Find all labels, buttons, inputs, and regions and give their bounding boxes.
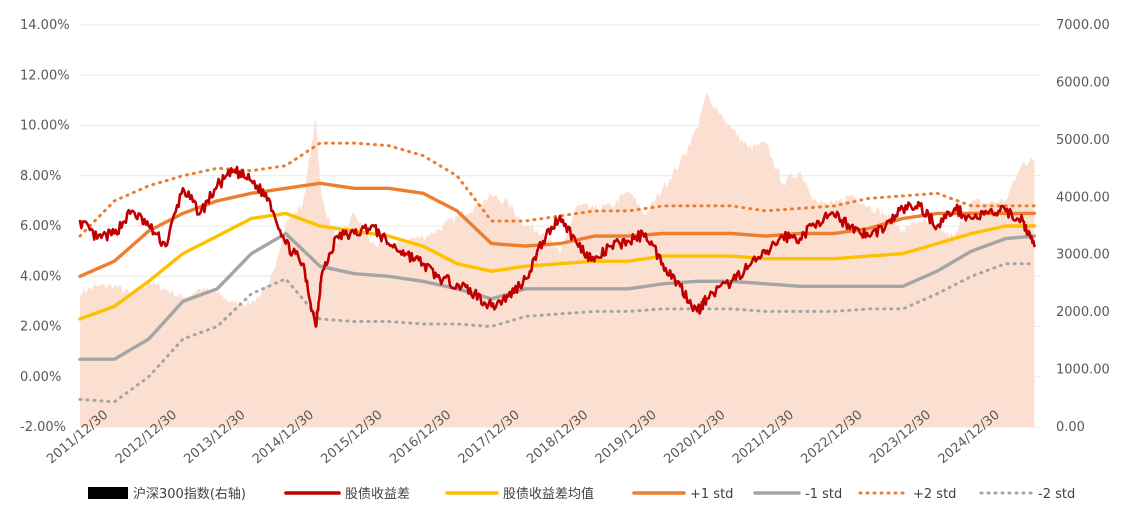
- left-tick-label: 4.00%: [20, 269, 61, 284]
- right-tick-label: 7000.00: [1056, 18, 1110, 33]
- left-tick-label: 10.00%: [20, 119, 70, 134]
- series-line-spread: [78, 165, 1036, 328]
- right-tick-label: 1000.00: [1056, 363, 1110, 378]
- legend-label-spread: 股债收益差: [345, 487, 410, 502]
- x-tick-label: 2011/12/30: [44, 407, 111, 467]
- left-tick-label: 14.00%: [20, 18, 70, 33]
- legend-label-plus2: +2 std: [913, 487, 956, 502]
- right-tick-label: 0.00: [1056, 420, 1085, 435]
- series-line-minus2: [78, 262, 1036, 404]
- right-y-axis: 7000.00 6000.00 5000.00 4000.00 3000.00 2000.…: [1056, 18, 1110, 435]
- legend-label-minus1: -1 std: [805, 487, 842, 502]
- right-tick-label: 4000.00: [1056, 190, 1110, 205]
- series-line-minus1: [78, 231, 1037, 361]
- legend-label-mean: 股债收益差均值: [503, 486, 594, 502]
- legend-swatch-index: [88, 487, 128, 499]
- right-tick-label: 3000.00: [1056, 248, 1110, 263]
- index-area-layer: [80, 93, 1035, 428]
- legend: 沪深300指数(右轴) 股债收益差 股债收益差均值 +1 std -1 std +2 st…: [88, 486, 1075, 502]
- left-tick-label: -2.00%: [20, 420, 66, 435]
- legend-label-minus2: -2 std: [1038, 487, 1075, 502]
- legend-label-plus1: +1 std: [690, 487, 733, 502]
- left-y-axis: 14.00% 12.00% 10.00% 8.00% 6.00% 4.00% 2.00% 0.…: [20, 18, 70, 435]
- series-lines: [78, 141, 1037, 404]
- left-tick-label: 12.00%: [20, 68, 70, 83]
- legend-label-index: 沪深300指数(右轴): [133, 486, 246, 502]
- right-tick-label: 6000.00: [1056, 75, 1110, 90]
- series-area-index: [80, 93, 1035, 428]
- left-tick-label: 2.00%: [20, 320, 61, 335]
- right-tick-label: 5000.00: [1056, 133, 1110, 148]
- right-tick-label: 2000.00: [1056, 305, 1110, 320]
- series-line-mean: [78, 211, 1037, 321]
- left-tick-label: 6.00%: [20, 219, 61, 234]
- left-tick-label: 0.00%: [20, 370, 61, 385]
- left-tick-label: 8.00%: [20, 169, 61, 184]
